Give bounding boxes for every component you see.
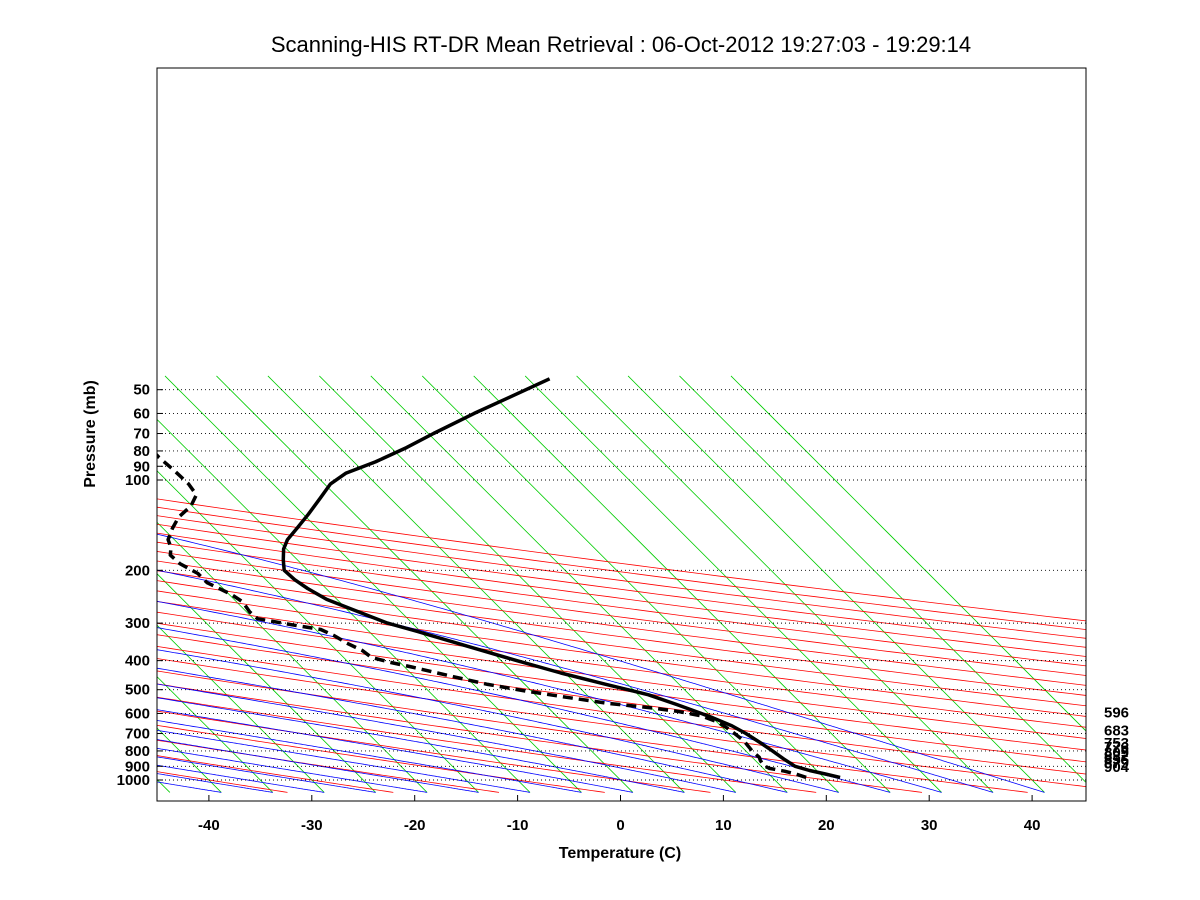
x-tick-label: 30 — [921, 817, 938, 834]
y-tick-label: 90 — [133, 458, 150, 475]
isotherm-line — [157, 418, 531, 793]
level-label: 753 — [1104, 735, 1129, 752]
isotherm-line — [370, 375, 788, 793]
dry-adiabat-line — [157, 560, 1086, 686]
dry-adiabat-line — [157, 498, 1086, 622]
dry-adiabat-line — [157, 541, 1086, 667]
dry-adiabat-line — [157, 670, 1028, 793]
dry-adiabat-line — [157, 515, 1086, 639]
y-tick-label: 900 — [125, 758, 150, 775]
dry-adiabat-line — [157, 755, 394, 793]
isotherm-line — [319, 375, 737, 793]
temperature-profile-line — [281, 377, 841, 780]
y-tick-label: 500 — [125, 682, 150, 699]
moist-adiabat-line — [157, 649, 839, 793]
x-tick-label: 10 — [715, 817, 732, 834]
dry-adiabat-line — [157, 724, 605, 793]
y-axis-label: Pressure (mb) — [82, 380, 99, 488]
isotherm-line — [0, 376, 118, 792]
moist-adiabat-line — [157, 764, 325, 793]
plot-area — [157, 68, 1086, 801]
y-tick-label: 50 — [133, 382, 150, 399]
x-tick-label: -40 — [198, 817, 220, 834]
level-label: 832 — [1104, 748, 1129, 765]
isotherm-line — [216, 375, 634, 793]
level-label: 809 — [1104, 744, 1129, 761]
y-tick-label: 80 — [133, 443, 150, 460]
dry-adiabat-line — [157, 683, 923, 793]
isotherm-line — [157, 470, 479, 793]
y-tick-label: 70 — [133, 426, 150, 443]
isotherm-line — [730, 375, 1086, 732]
chart-title: Scanning-HIS RT-DR Mean Retrieval : 06-O… — [271, 32, 971, 57]
dry-adiabat-line — [157, 590, 1086, 717]
moist-adiabat-line — [157, 533, 1045, 793]
moist-adiabat-line — [157, 756, 376, 793]
dry-adiabat-line — [157, 570, 1086, 696]
y-tick-label: 1000 — [117, 772, 150, 789]
moist-adiabat-line — [157, 697, 685, 793]
plot-frame — [156, 67, 1087, 802]
dry-adiabat-line — [157, 696, 817, 793]
dry-adiabat-line — [157, 532, 1086, 657]
x-tick-label: 0 — [616, 817, 624, 834]
level-label: 904 — [1104, 759, 1130, 776]
dry-adiabat-line — [157, 506, 1086, 630]
moist-adiabat-line — [157, 683, 736, 793]
moist-adiabat-line — [157, 709, 633, 793]
isotherm-line — [679, 375, 1086, 784]
x-tick-label: -10 — [507, 817, 529, 834]
level-label: 683 — [1104, 722, 1129, 739]
isotherm-line — [157, 624, 325, 793]
level-label: 879 — [1104, 755, 1129, 772]
moist-adiabat-line — [157, 720, 582, 793]
dry-adiabat-line — [157, 611, 1086, 739]
level-label: 776 — [1104, 739, 1129, 756]
isotherm-line — [157, 521, 428, 793]
x-axis-ticks: -40 -30 -20 -10 0 10 20 30 40 — [198, 795, 1040, 834]
moist-adiabat-line — [157, 729, 531, 793]
sounding-profiles — [157, 377, 841, 780]
dry-adiabat-line — [157, 658, 1086, 788]
x-axis-label: Temperature (C) — [559, 845, 681, 862]
y-tick-label: 100 — [125, 472, 150, 489]
y-tick-label: 300 — [125, 615, 150, 632]
dry-adiabat-line — [157, 601, 1086, 728]
y-tick-label: 600 — [125, 705, 150, 722]
x-tick-label: 40 — [1024, 817, 1041, 834]
dry-adiabat-line — [157, 580, 1086, 707]
isotherm-line — [627, 375, 1045, 793]
dry-adiabat-line — [157, 622, 1086, 751]
moist-adiabat-line — [157, 739, 479, 793]
y-tick-label: 200 — [125, 562, 150, 579]
moist-adiabat-line — [157, 569, 994, 793]
moist-adiabat-line — [157, 747, 428, 793]
level-label: 596 — [1104, 705, 1129, 722]
y-tick-label: 400 — [125, 653, 150, 670]
dry-adiabat-line — [157, 523, 1086, 648]
moist-adiabat-line — [157, 667, 788, 793]
dry-adiabat-line — [157, 646, 1086, 775]
y-tick-label: 800 — [125, 743, 150, 760]
dry-adiabat-line — [157, 710, 711, 793]
isotherm-line — [0, 376, 16, 792]
isotherm-line — [164, 375, 582, 793]
isotherm-line — [524, 375, 942, 793]
isotherm-line — [0, 376, 67, 792]
isotherm-line — [157, 676, 274, 793]
level-label: 856 — [1104, 752, 1129, 769]
x-tick-label: 20 — [818, 817, 835, 834]
x-tick-label: -20 — [404, 817, 426, 834]
x-tick-label: -30 — [301, 817, 323, 834]
isotherm-line — [267, 375, 685, 793]
y-tick-label: 60 — [133, 405, 150, 422]
dry-adiabat-line — [157, 551, 1086, 676]
y-tick-label: 700 — [125, 726, 150, 743]
isotherm-line — [421, 375, 840, 793]
dry-adiabat-line — [157, 739, 500, 793]
